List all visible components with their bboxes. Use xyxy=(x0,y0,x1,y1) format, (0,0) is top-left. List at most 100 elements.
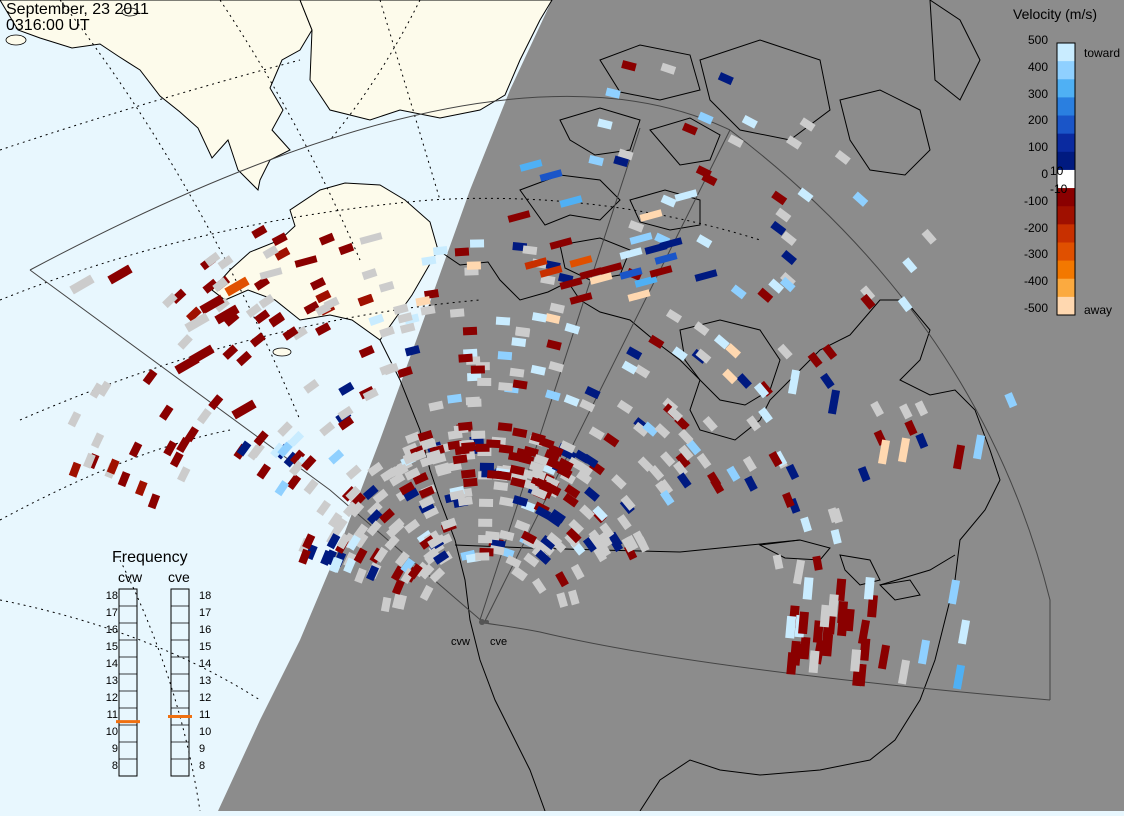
scatter-cell xyxy=(291,326,308,341)
alaska-land xyxy=(211,182,439,341)
colorbar-tick-label: 200 xyxy=(1027,113,1048,128)
scatter-cell xyxy=(717,72,734,86)
scatter-cell xyxy=(674,189,698,202)
scatter-cell xyxy=(676,472,692,489)
frequency-tick-label: 12 xyxy=(105,692,118,704)
scatter-cell xyxy=(345,464,362,480)
scatter-cell xyxy=(722,368,738,385)
scatter-cell xyxy=(380,467,397,482)
scatter-cell xyxy=(404,467,421,481)
scatter-cell xyxy=(1004,392,1018,409)
scatter-cell xyxy=(569,292,593,305)
scatter-cell xyxy=(106,458,120,475)
frequency-tick-label: 17 xyxy=(105,607,118,619)
scatter-cell xyxy=(328,449,345,465)
scatter-cell xyxy=(433,550,450,565)
scatter-cell xyxy=(258,294,275,309)
colorbar-tick-label: 0 xyxy=(1041,167,1048,181)
scatter-cell xyxy=(707,471,722,488)
scatter-cell xyxy=(599,262,623,275)
scatter-cell xyxy=(736,373,752,389)
scatter-cell xyxy=(659,237,683,250)
frequency-tick-label: 11 xyxy=(106,709,118,721)
scatter-cell xyxy=(603,432,620,448)
scatter-cell xyxy=(217,255,234,270)
colorbar-segment xyxy=(1057,169,1075,189)
scatter-cell xyxy=(713,334,730,350)
scatter-cell xyxy=(470,365,485,374)
scatter-cell xyxy=(466,261,482,270)
scatter-cell xyxy=(271,232,288,247)
scatter-cell xyxy=(785,615,797,639)
colorbar-tick-label: -400 xyxy=(1023,274,1048,289)
scatter-cell xyxy=(626,346,643,361)
scatter-cell xyxy=(256,463,272,480)
scatter-cell xyxy=(524,257,548,270)
scatter-cell xyxy=(799,636,811,660)
scatter-cell xyxy=(621,360,638,375)
scatter-cell xyxy=(556,465,573,479)
scatter-cell xyxy=(319,421,336,437)
scatter-cell xyxy=(510,476,526,489)
scatter-cell xyxy=(556,592,569,608)
scatter-cell xyxy=(427,534,444,549)
scatter-cell xyxy=(336,533,351,550)
scatter-cell xyxy=(648,334,665,349)
scatter-cell xyxy=(289,449,306,466)
colorbar-segment xyxy=(1057,278,1075,298)
scatter-cell xyxy=(512,427,528,438)
scatter-cell xyxy=(418,485,435,499)
scatter-cell xyxy=(597,531,613,548)
scatter-cell xyxy=(89,382,104,399)
scatter-cell xyxy=(696,234,713,249)
colorbar-segment xyxy=(1057,188,1075,207)
scatter-cell xyxy=(621,60,637,72)
scatter-cell xyxy=(447,393,462,404)
scatter-cell xyxy=(768,278,785,294)
scatter-cell xyxy=(419,563,435,580)
scatter-cell xyxy=(633,421,649,437)
scatter-cell xyxy=(277,421,293,437)
scatter-cell xyxy=(337,405,354,421)
scatter-cell xyxy=(134,480,148,497)
scatter-cell xyxy=(620,494,636,511)
scatter-cell xyxy=(827,594,839,617)
frequency-tick-label: 16 xyxy=(105,624,118,636)
frequency-tick-label: 13 xyxy=(105,675,118,687)
scatter-cell xyxy=(358,294,374,307)
scatter-cell xyxy=(781,250,797,266)
scatter-cell xyxy=(659,489,675,506)
scatter-cell xyxy=(741,114,758,129)
scatter-cell xyxy=(208,394,224,411)
colorbar-tick-label: -300 xyxy=(1023,247,1048,262)
scatter-cell xyxy=(860,293,876,310)
frequency-tick-label: 10 xyxy=(105,726,118,738)
scatter-cell xyxy=(616,399,633,415)
scatter-cell xyxy=(478,498,494,507)
scatter-cell xyxy=(627,289,651,302)
scatter-cell xyxy=(184,426,199,443)
scatter-cell xyxy=(857,619,871,645)
scatter-cell xyxy=(812,555,823,571)
scatter-cell xyxy=(477,377,492,386)
scatter-cell xyxy=(608,531,623,548)
scatter-cell xyxy=(857,466,871,483)
scatter-cell xyxy=(827,389,841,415)
scatter-cell xyxy=(343,557,357,574)
scatter-cell xyxy=(301,455,317,471)
scatter-cell xyxy=(460,469,476,479)
scatter-cell xyxy=(475,552,490,561)
scatter-cell xyxy=(771,190,788,206)
scatter-cell xyxy=(559,277,583,290)
scatter-cell xyxy=(462,326,478,336)
scatter-cell xyxy=(540,274,556,286)
scatter-cell xyxy=(702,416,718,432)
siberia-coast xyxy=(299,0,553,121)
scatter-cell xyxy=(429,567,446,583)
siberia-land xyxy=(0,0,313,192)
scatter-cell xyxy=(777,343,793,360)
scatter-cell xyxy=(665,308,683,324)
scatter-cell xyxy=(822,633,834,657)
scatter-cell xyxy=(952,664,966,690)
time-label: 0316:00 UT xyxy=(6,17,90,34)
